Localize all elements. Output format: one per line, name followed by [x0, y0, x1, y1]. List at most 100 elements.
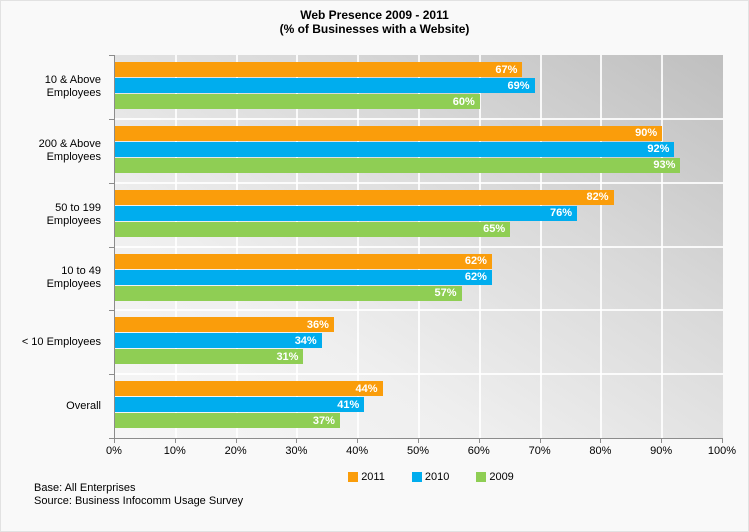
- legend: 2011 2010 2009: [127, 471, 735, 483]
- bar-value-label: 57%: [434, 287, 457, 299]
- category-axis-tick: [109, 310, 114, 312]
- legend-swatch-2010: [411, 472, 422, 482]
- bar-value-label: 31%: [276, 350, 299, 363]
- bar-value-label: 62%: [464, 271, 487, 283]
- bar-value-label: 36%: [306, 318, 329, 331]
- category-axis-tick: [109, 246, 114, 248]
- legend-item-2009: 2009: [476, 471, 514, 483]
- bar-value-label: 69%: [507, 79, 530, 92]
- value-axis-tick: [478, 439, 480, 443]
- value-axis-tick: [600, 439, 602, 443]
- bar-2011: 44%: [115, 381, 383, 397]
- value-axis-tick: [235, 439, 237, 443]
- category-axis-tick: [109, 182, 114, 184]
- category-label: 10 & Above Employees: [44, 73, 101, 99]
- bar-value-label: 93%: [653, 159, 676, 172]
- value-axis-label: 30%: [285, 445, 308, 457]
- bar-value-label: 76%: [550, 207, 573, 220]
- value-axis-label: 50%: [406, 445, 430, 457]
- bar-2010: 69%: [115, 78, 535, 93]
- bar-2011: 36%: [115, 317, 334, 333]
- bar-value-label: 82%: [586, 191, 609, 204]
- bar-value-label: 92%: [647, 143, 670, 156]
- value-axis-label: 100%: [707, 445, 737, 457]
- value-axis-label: 40%: [346, 445, 369, 457]
- bar-2009: 60%: [115, 94, 480, 109]
- bar-value-label: 44%: [355, 382, 378, 395]
- footer-source: Source: Business Infocomm Usage Survey: [34, 495, 244, 507]
- value-axis-tick: [174, 439, 176, 443]
- category-axis-tick: [109, 118, 114, 120]
- bar-group: 36% 34% 31%: [115, 310, 723, 374]
- horizontal-gridline: [115, 181, 723, 184]
- bar-group: 82% 76% 65%: [115, 183, 723, 247]
- category-label: 50 to 199 Employees: [46, 201, 101, 227]
- value-axis-label: 0%: [106, 445, 122, 457]
- horizontal-gridline: [115, 309, 723, 312]
- value-axis-tick: [114, 439, 115, 443]
- bar-2011: 82%: [115, 189, 614, 205]
- footer-base: Base: All Enterprises: [34, 482, 136, 494]
- chart-title: Web Presence 2009 - 2011: [300, 8, 449, 22]
- bar-value-label: 41%: [337, 398, 360, 411]
- footer: Base: All Enterprises Source: Business I…: [34, 482, 243, 508]
- category-label: < 10 Employees: [21, 335, 101, 348]
- bar-2010: 92%: [115, 141, 675, 157]
- value-axis-tick: [539, 439, 541, 443]
- bar-2011: 90%: [115, 125, 663, 141]
- legend-label: 2011: [361, 471, 385, 483]
- bar-value-label: 65%: [483, 223, 506, 236]
- bar-2010: 41%: [115, 397, 365, 413]
- horizontal-gridline: [115, 117, 723, 120]
- value-axis-label: 20%: [224, 445, 247, 457]
- category-label: Overall: [66, 399, 101, 412]
- bar-2010: 76%: [115, 205, 578, 221]
- legend-label: 2010: [424, 471, 450, 483]
- value-axis-tick: [661, 439, 663, 443]
- bar-value-label: 67%: [495, 63, 518, 76]
- plot-area: 67% 69% 60% 90% 92% 93% 82% 76% 65% 62% 62% 57% 36% 3…: [114, 55, 723, 439]
- legend-item-2011: 2011: [348, 471, 385, 483]
- category-axis-tick: [109, 438, 114, 439]
- legend-swatch-2009: [476, 472, 487, 482]
- category-axis-tick: [109, 55, 114, 56]
- bar-group: 67% 69% 60%: [115, 55, 723, 119]
- value-axis-tick: [418, 439, 419, 443]
- bar-group: 62% 62% 57%: [115, 247, 723, 311]
- legend-label: 2009: [489, 471, 514, 483]
- chart-subtitle: (% of Businesses with a Website): [279, 22, 470, 36]
- bar-2010: 34%: [115, 333, 322, 349]
- category-label: 200 & Above Employees: [38, 137, 101, 163]
- bar-2011: 62%: [115, 253, 492, 269]
- value-axis-tick: [357, 439, 359, 443]
- bar-rows: 67% 69% 60% 90% 92% 93% 82% 76% 65% 62% 62% 57% 36% 3…: [115, 55, 723, 438]
- legend-item-2010: 2010: [411, 471, 450, 483]
- bar-value-label: 34%: [294, 334, 317, 347]
- bar-value-label: 60%: [452, 95, 475, 108]
- value-axis-label: 80%: [589, 445, 612, 457]
- bar-2009: 65%: [115, 221, 511, 237]
- category-label: 10 to 49 Employees: [46, 265, 101, 291]
- bar-group: 90% 92% 93%: [115, 119, 723, 183]
- bar-2009: 57%: [115, 285, 462, 301]
- bar-2009: 31%: [115, 349, 304, 365]
- bar-value-label: 90%: [635, 127, 658, 140]
- bar-2009: 93%: [115, 157, 681, 173]
- bar-2010: 62%: [115, 269, 492, 285]
- value-axis-label: 90%: [650, 445, 673, 457]
- horizontal-gridline: [115, 245, 723, 248]
- bar-2009: 37%: [115, 413, 340, 429]
- bar-value-label: 62%: [464, 255, 487, 267]
- horizontal-gridline: [115, 373, 723, 376]
- value-axis-tick: [722, 439, 723, 443]
- value-axis-tick: [296, 439, 298, 443]
- legend-swatch-2011: [348, 472, 359, 482]
- bar-group: 44% 41% 37%: [115, 374, 723, 438]
- value-axis-label: 60%: [467, 445, 490, 457]
- value-axis-label: 70%: [528, 445, 551, 457]
- bar-2011: 67%: [115, 62, 523, 77]
- bar-value-label: 37%: [312, 414, 335, 427]
- category-axis-tick: [109, 374, 114, 376]
- chart-title-block: Web Presence 2009 - 2011 (% of Businesse…: [1, 8, 748, 36]
